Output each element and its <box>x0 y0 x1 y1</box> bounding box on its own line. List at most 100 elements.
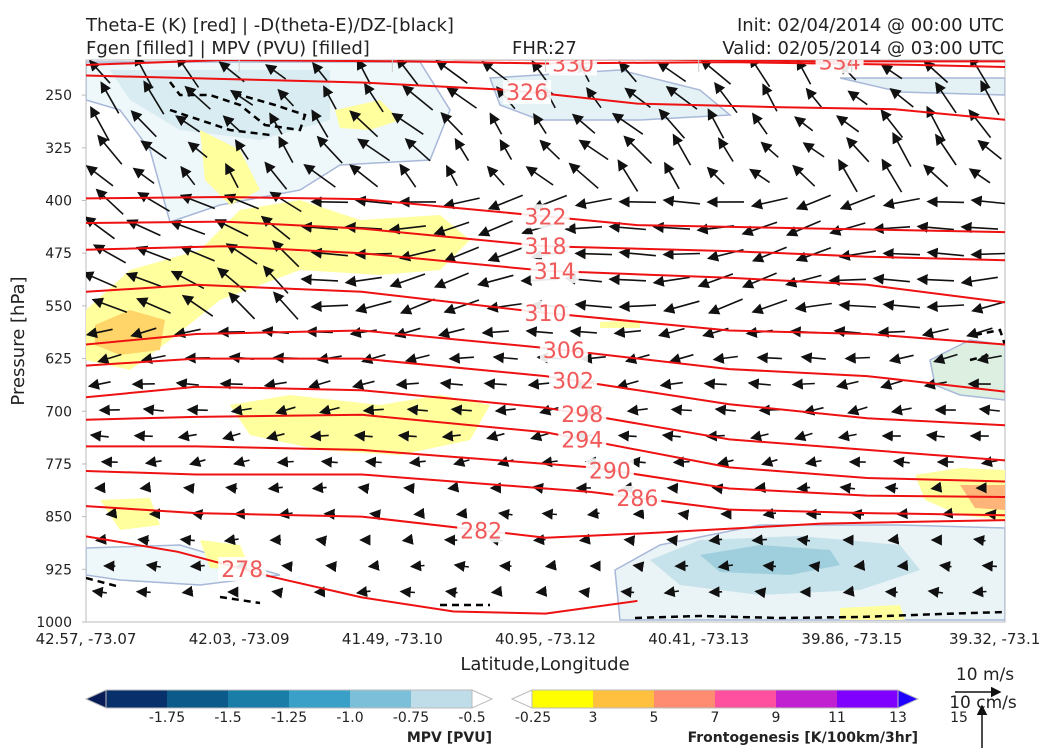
colorbar-frame <box>531 689 899 709</box>
wind-vector <box>670 404 692 416</box>
wind-vector <box>880 379 903 390</box>
wind-vector <box>135 245 172 262</box>
wind-vector <box>794 430 813 442</box>
x-axis-ticks: 42.57, -73.07 42.03, -73.09 41.49, -73.10 4… <box>36 60 1040 648</box>
colorbar-extend-left <box>510 689 533 709</box>
wind-vector <box>828 274 867 286</box>
wind-vector <box>219 378 243 390</box>
wind-vector <box>389 273 426 289</box>
wind-vector <box>853 559 866 571</box>
chart-title-line1: Theta-E (K) [red] | -D(theta-E)/DZ-[blac… <box>85 15 454 36</box>
wind-vector <box>617 159 639 192</box>
wind-vector <box>497 508 513 520</box>
theta-e-label-bg <box>521 300 570 325</box>
wind-vector <box>404 353 430 364</box>
wind-vector <box>711 483 724 495</box>
wind-vector <box>433 272 469 289</box>
wind-vector <box>632 561 645 573</box>
wind-vector <box>884 482 899 494</box>
wind-vector <box>608 221 646 233</box>
wind-vector <box>663 586 680 598</box>
wind-vector <box>972 535 986 547</box>
wind-vector <box>265 64 287 80</box>
x-tick-label: 39.32, -73.1 <box>949 630 1040 648</box>
wind-vector <box>980 79 1000 115</box>
wind-vector <box>140 140 167 160</box>
wind-vector <box>276 456 294 468</box>
y-tick-label: 700 <box>45 404 72 420</box>
fgen-colorbar-label: Frontogenesis [K/100km/3hr] <box>688 730 918 746</box>
ref-horizontal-label: 10 m/s <box>956 665 1014 685</box>
wind-vector <box>440 112 464 136</box>
wind-vector <box>320 456 338 468</box>
wind-vector <box>97 353 122 365</box>
wind-vector <box>976 352 1002 364</box>
wind-vector <box>662 248 701 260</box>
wind-vector <box>222 430 241 442</box>
wind-vector <box>754 481 766 494</box>
colorbar-tick-label: -1.0 <box>336 710 363 726</box>
wind-vector <box>747 378 771 390</box>
colorbar-tick-label: 13 <box>889 710 907 726</box>
wind-vector <box>315 535 328 547</box>
wind-vector <box>578 587 590 599</box>
y-tick-label: 625 <box>45 352 72 368</box>
wind-vector <box>180 165 196 186</box>
theta-e-label-bg <box>558 402 607 427</box>
wind-vector <box>260 215 291 240</box>
wind-vector <box>481 326 509 338</box>
fgen-region-small-mid <box>600 320 640 328</box>
init-time: Init: 02/04/2014 @ 00:00 UTC <box>737 15 1004 36</box>
wind-vector <box>181 585 194 597</box>
y-tick-label: 850 <box>45 510 72 526</box>
wind-vector <box>836 115 860 133</box>
wind-vector <box>808 561 821 573</box>
wind-vector <box>617 430 637 442</box>
wind-vector <box>357 138 391 162</box>
wind-vector <box>926 247 964 259</box>
y-tick-label: 325 <box>45 141 72 157</box>
colorbar-extend-left <box>84 689 107 709</box>
wind-vector <box>232 456 250 467</box>
wind-vector <box>882 299 920 311</box>
wind-vector <box>877 326 905 338</box>
wind-vector <box>409 560 425 572</box>
wind-vector <box>310 247 348 259</box>
wind-vector <box>225 482 238 495</box>
theta-e-label-302: 302 <box>552 369 594 394</box>
colorbar-segment <box>837 690 899 708</box>
wind-vector <box>837 430 857 442</box>
wind-vector <box>408 456 426 468</box>
wind-vector <box>499 139 513 160</box>
wind-vector <box>369 509 381 521</box>
colorbar-tick-label: 15 <box>950 710 968 726</box>
wind-vector <box>616 378 639 390</box>
wind-vector <box>916 221 954 233</box>
wind-vector <box>618 300 657 313</box>
wind-vector <box>887 533 900 545</box>
wind-vector <box>981 560 997 572</box>
wind-vector <box>754 587 767 599</box>
wind-vector <box>586 507 600 519</box>
theta-e-label-330: 330 <box>552 52 594 77</box>
wind-vector <box>700 60 732 85</box>
colorbar-segment <box>715 690 777 708</box>
wind-vector <box>544 559 557 571</box>
x-tick-label: 41.49, -73.10 <box>342 630 443 648</box>
wind-vector <box>275 404 296 416</box>
wind-vector <box>712 352 738 364</box>
wind-vector <box>300 221 338 233</box>
wind-vector <box>323 85 337 110</box>
wind-vector <box>399 163 417 188</box>
wind-vector <box>882 248 921 260</box>
wind-vector <box>970 195 1005 207</box>
wind-vector <box>399 298 435 315</box>
colorbar-extend-right <box>897 689 920 709</box>
wind-vector <box>355 586 371 598</box>
wind-vector <box>927 586 944 598</box>
theta-e-label-bg <box>558 427 607 452</box>
wind-vector <box>707 298 743 315</box>
fgen-region-upper-right <box>335 100 400 130</box>
